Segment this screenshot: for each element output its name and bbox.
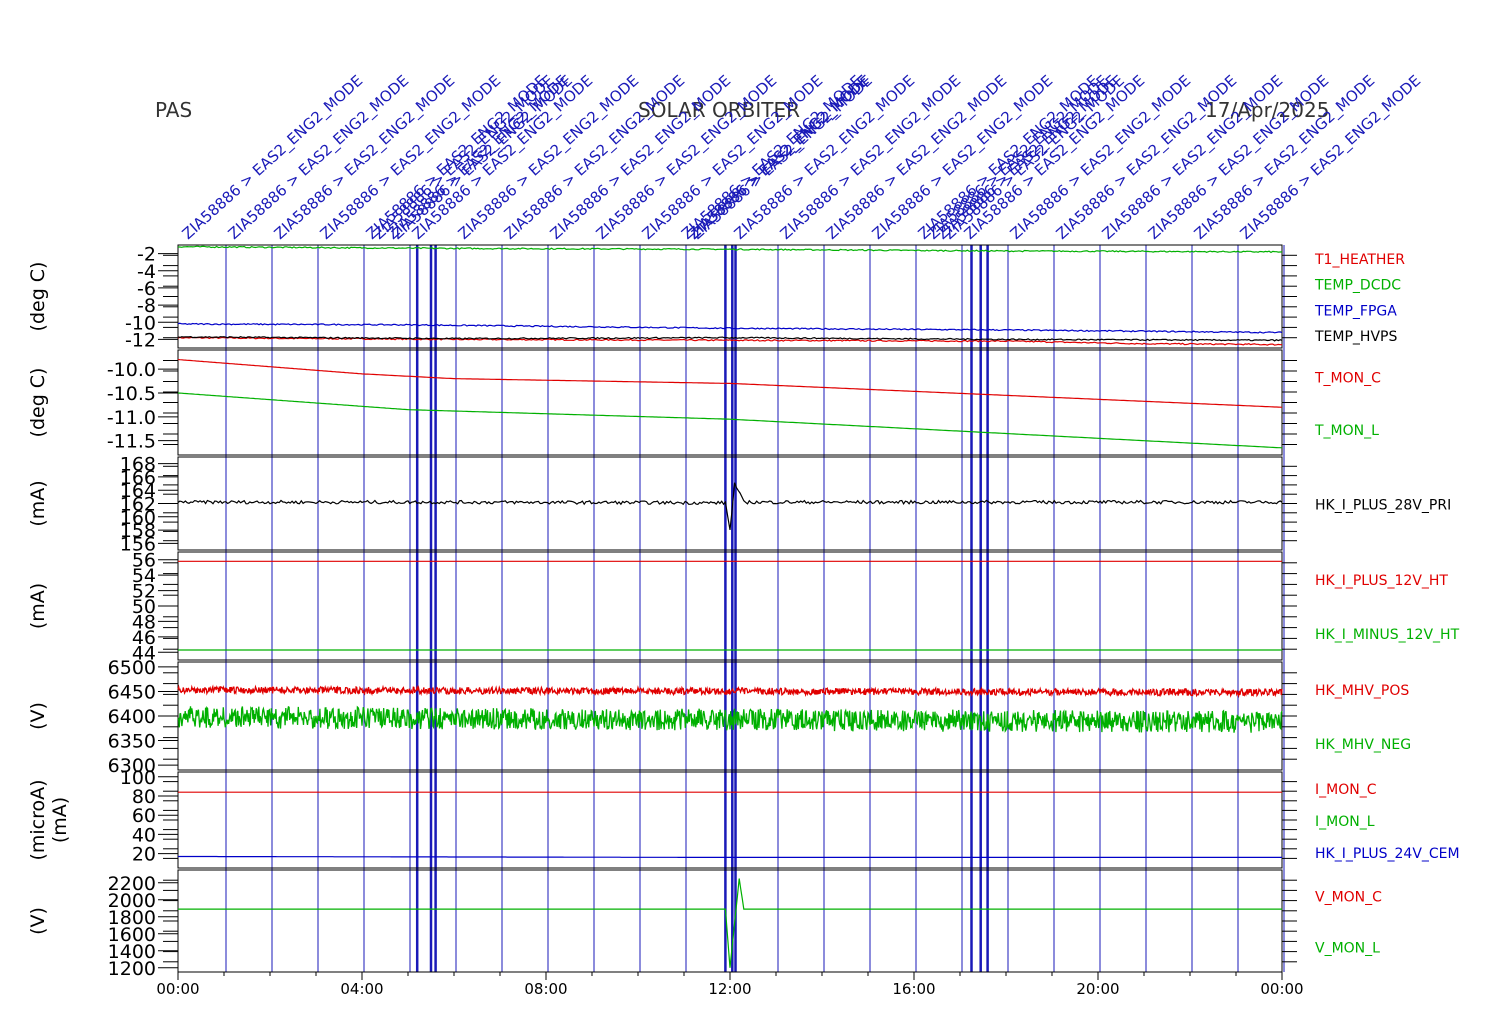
series-line-temp-hvps [177, 335, 1283, 342]
y-tick-label: 1800 [108, 907, 156, 929]
y-tick-label: 20 [132, 844, 156, 866]
series-line-hk-mhv-neg [177, 705, 1283, 733]
y-tick-label: 158 [120, 520, 156, 542]
y-tick-label: 48 [132, 611, 156, 633]
series-name: HK_MHV_POS [1315, 683, 1409, 699]
y-tick-label: 56 [132, 550, 156, 572]
y-tick-label: 6300 [108, 755, 156, 777]
x-tick-label: 04:00 [340, 980, 383, 998]
panel-frame [177, 771, 1283, 869]
y-tick-label: 166 [120, 467, 156, 489]
panel-frame [177, 244, 1283, 349]
series-name: V_MON_L [1315, 941, 1380, 957]
series-name: HK_I_PLUS_28V_PRI [1315, 498, 1451, 514]
panel-frame [177, 456, 1283, 551]
y-tick-label: 168 [120, 454, 156, 476]
series-line-temp-fpga [177, 322, 1283, 334]
series-name: I_MON_C [1315, 782, 1377, 798]
x-tick-label: 20:00 [1076, 980, 1119, 998]
series-line-hk-mhv-pos [177, 684, 1283, 698]
y-tick-label: 160 [120, 507, 156, 529]
y-tick-label: 50 [132, 596, 156, 618]
header-center-title: SOLAR ORBITER [638, 98, 800, 122]
y-tick-label: 80 [132, 786, 156, 808]
y-tick-label: -6 [137, 278, 156, 300]
y-tick-label: 2000 [108, 890, 156, 912]
y-tick-label: 44 [132, 642, 156, 664]
y-tick-label: -11.0 [107, 407, 156, 429]
y-tick-label: -10 [125, 312, 156, 334]
series-line-hk-i-plus-28v-pri [177, 482, 1283, 531]
series-name: T_MON_C [1314, 370, 1381, 386]
series-name: I_MON_L [1315, 814, 1375, 830]
y-tick-label: 60 [132, 805, 156, 827]
y-tick-label: 164 [120, 480, 156, 502]
series-line-v-mon-l [178, 878, 1282, 968]
series-line-temp-dcdc [178, 245, 1283, 254]
header-date: 17/Apr/2025 [1205, 98, 1330, 122]
series-name: T1_HEATHER [1314, 252, 1405, 268]
y-tick-label: 6350 [108, 731, 156, 753]
y-tick-label: 1200 [108, 958, 156, 980]
y-tick-label: -2 [137, 244, 156, 266]
y-tick-label: 46 [132, 627, 156, 649]
y-tick-label: 40 [132, 824, 156, 846]
series-name: HK_I_PLUS_24V_CEM [1315, 846, 1460, 862]
y-tick-label: 1400 [108, 941, 156, 963]
panel-frame [177, 551, 1283, 661]
series-name: HK_I_MINUS_12V_HT [1315, 627, 1460, 643]
y-tick-label: 6400 [108, 706, 156, 728]
series-line-t-mon-c [177, 358, 1283, 408]
y-tick-label: 54 [132, 565, 156, 587]
y-tick-label: 52 [132, 581, 156, 603]
y-tick-label: 156 [120, 533, 156, 555]
y-axis-label-2: (mA) [49, 797, 71, 843]
x-tick-label: 16:00 [892, 980, 935, 998]
header-left-label: PAS [155, 98, 193, 122]
series-line-t-mon-l [177, 392, 1283, 449]
series-line-hk-i-plus-24v-cem [178, 855, 1282, 859]
series-name: HK_I_PLUS_12V_HT [1315, 573, 1448, 589]
series-name: TEMP_FPGA [1314, 303, 1397, 319]
y-axis-label: (V) [27, 702, 49, 730]
panel-frame [177, 869, 1283, 973]
y-tick-label: -11.5 [107, 431, 156, 453]
y-tick-label: 6500 [108, 657, 156, 679]
y-tick-label: 6450 [108, 681, 156, 703]
series-name: V_MON_C [1315, 890, 1382, 906]
y-axis-label: (deg C) [27, 262, 49, 332]
y-axis-label: (mA) [27, 480, 49, 526]
x-tick-label: 08:00 [524, 980, 567, 998]
y-axis-label: (mA) [27, 583, 49, 629]
y-tick-label: 1600 [108, 924, 156, 946]
x-tick-label: 12:00 [708, 980, 751, 998]
y-tick-label: -10.0 [107, 359, 156, 381]
y-tick-label: -4 [137, 261, 156, 283]
y-axis-label: (V) [27, 907, 49, 935]
y-tick-label: -10.5 [107, 383, 156, 405]
series-name: HK_MHV_NEG [1315, 737, 1411, 753]
series-name: TEMP_HVPS [1314, 329, 1397, 345]
y-tick-label: 2200 [108, 873, 156, 895]
x-tick-label: 00:00 [1260, 980, 1303, 998]
y-axis-label: (deg C) [27, 368, 49, 438]
series-name: TEMP_DCDC [1314, 278, 1401, 294]
series-line-t1-heather [177, 336, 1283, 346]
y-tick-label: -12 [125, 329, 156, 351]
y-tick-label: 162 [120, 494, 156, 516]
y-tick-label: 100 [120, 767, 156, 789]
y-axis-label: (microA) [27, 779, 49, 860]
series-name: T_MON_L [1314, 423, 1379, 439]
y-tick-label: -8 [137, 295, 156, 317]
x-tick-label: 00:00 [156, 980, 199, 998]
